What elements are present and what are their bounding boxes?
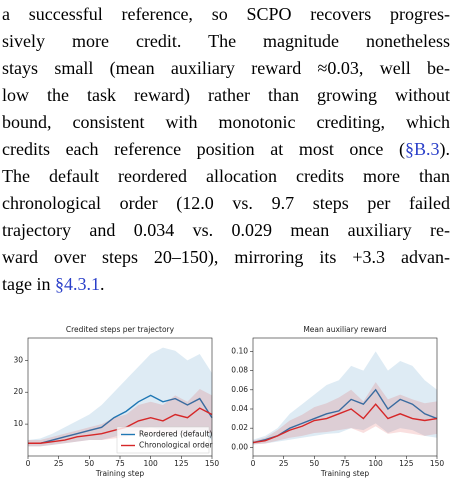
y-tick-label: 0.06 bbox=[231, 385, 248, 394]
text: chronological order (12.0 vs. 9.7 steps … bbox=[2, 193, 450, 213]
figure: Credited steps per trajectory Training st… bbox=[13, 325, 445, 478]
text-line: a successful reference, so SCPO recovers… bbox=[2, 1, 450, 28]
x-tick-label: 50 bbox=[85, 459, 95, 468]
band bbox=[253, 382, 437, 445]
text: a successful reference, so SCPO recovers… bbox=[2, 4, 450, 24]
y-tick-label: 10 bbox=[13, 419, 23, 428]
chart-title: Mean auxiliary reward bbox=[303, 325, 387, 334]
text: . bbox=[99, 274, 105, 294]
link[interactable]: §4.3.1 bbox=[54, 274, 100, 294]
text-line: credits each reference position at most … bbox=[2, 136, 450, 163]
line bbox=[28, 394, 213, 444]
x-tick-label: 125 bbox=[399, 459, 414, 468]
line bbox=[252, 388, 438, 444]
text: ). bbox=[439, 139, 451, 159]
x-tick-label: 75 bbox=[115, 459, 125, 468]
text: The default reordered allocation credits… bbox=[2, 166, 450, 186]
x-tick-label: 0 bbox=[251, 459, 256, 468]
x-tick-label: 125 bbox=[174, 459, 189, 468]
x-tick-label: 150 bbox=[205, 459, 220, 468]
x-tick-label: 75 bbox=[340, 459, 350, 468]
legend-label: Reordered (default) bbox=[139, 430, 212, 439]
x-tick-label: 100 bbox=[144, 459, 159, 468]
legend-label: Chronological order bbox=[139, 441, 213, 450]
x-tick-label: 50 bbox=[310, 459, 320, 468]
text-line: tage in §4.3.1. bbox=[2, 271, 450, 298]
x-tick-label: 150 bbox=[430, 459, 445, 468]
plot-frame bbox=[27, 337, 213, 457]
text-line: stays small (mean auxiliary reward ≈0.03… bbox=[2, 55, 450, 82]
y-tick-label: 0.04 bbox=[231, 404, 248, 413]
y-tick-label: 30 bbox=[13, 355, 23, 364]
x-axis-label: Training step bbox=[320, 469, 369, 478]
x-tick-label: 100 bbox=[369, 459, 384, 468]
text: stays small (mean auxiliary reward ≈0.03… bbox=[2, 58, 450, 78]
y-tick-label: 0.10 bbox=[231, 346, 248, 355]
y-tick-label: 0.02 bbox=[231, 423, 248, 432]
y-tick-label: 0.08 bbox=[231, 366, 248, 375]
band bbox=[253, 351, 437, 445]
paragraph: a successful reference, so SCPO recovers… bbox=[2, 1, 450, 298]
text-line: bound, consistent with monotonic crediti… bbox=[2, 109, 450, 136]
text-line: ward over steps 20–150), mirroring its +… bbox=[2, 244, 450, 271]
text-line: trajectory and 0.034 vs. 0.029 mean auxi… bbox=[2, 217, 450, 244]
band bbox=[28, 347, 212, 447]
line bbox=[252, 403, 438, 444]
x-axis-label: Training step bbox=[95, 469, 144, 478]
plot-frame bbox=[252, 337, 438, 457]
text: ward over steps 20–150), mirroring its +… bbox=[2, 247, 450, 267]
text: trajectory and 0.034 vs. 0.029 mean auxi… bbox=[2, 220, 450, 240]
text-line: chronological order (12.0 vs. 9.7 steps … bbox=[2, 190, 450, 217]
text: low the task reward) rather than growing… bbox=[2, 85, 450, 105]
text-line: low the task reward) rather than growing… bbox=[2, 82, 450, 109]
chart-title: Credited steps per trajectory bbox=[66, 325, 175, 334]
text-line: The default reordered allocation credits… bbox=[2, 163, 450, 190]
text: tage in bbox=[2, 274, 55, 294]
x-tick-label: 25 bbox=[54, 459, 64, 468]
y-tick-label: 20 bbox=[13, 387, 23, 396]
text: credits each reference position at most … bbox=[2, 139, 405, 159]
x-tick-label: 0 bbox=[26, 459, 31, 468]
text-line: sively more credit. The magnitude noneth… bbox=[2, 28, 450, 55]
legend-box bbox=[116, 426, 210, 454]
y-tick-label: 0.00 bbox=[231, 442, 248, 451]
text: bound, consistent with monotonic crediti… bbox=[2, 112, 450, 132]
text: sively more credit. The magnitude noneth… bbox=[2, 31, 450, 51]
x-tick-label: 25 bbox=[279, 459, 289, 468]
link[interactable]: §B.3 bbox=[404, 139, 440, 159]
